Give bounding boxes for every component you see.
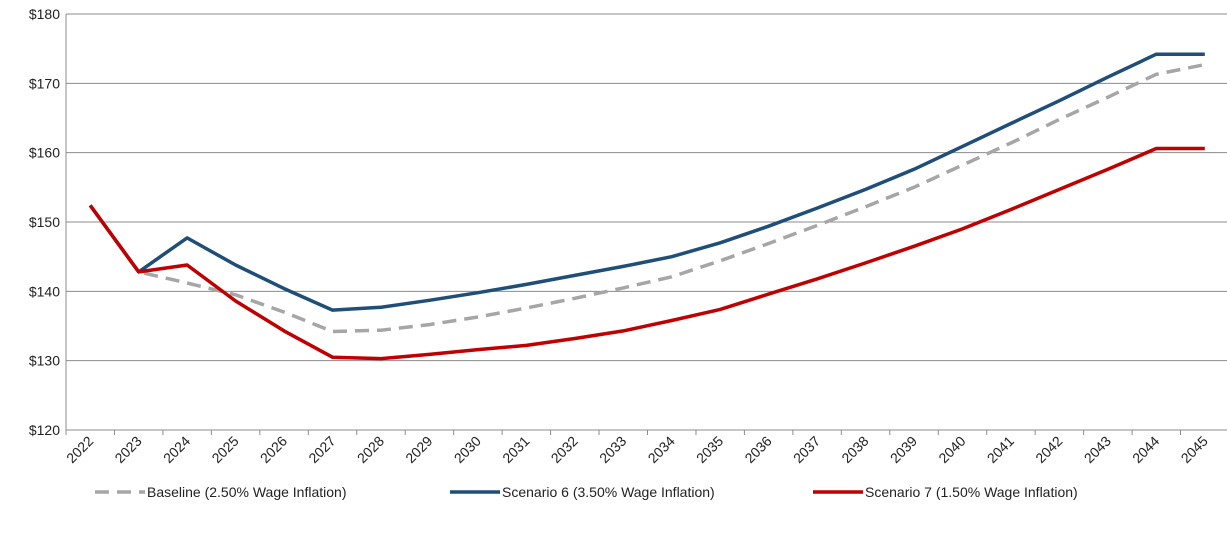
legend-label: Scenario 6 (3.50% Wage Inflation) xyxy=(502,484,715,500)
axes xyxy=(65,14,1227,435)
legend-label: Baseline (2.50% Wage Inflation) xyxy=(147,484,346,500)
x-tick-label: 2030 xyxy=(451,433,484,466)
y-tick-label: $120 xyxy=(29,422,60,438)
legend-label: Scenario 7 (1.50% Wage Inflation) xyxy=(865,484,1078,500)
series-line-3 xyxy=(88,146,1205,361)
x-tick-label: 2024 xyxy=(160,433,193,466)
x-tick-label: 2027 xyxy=(305,433,338,466)
y-tick-label: $150 xyxy=(29,214,60,230)
x-tick-label: 2028 xyxy=(354,433,387,466)
x-tick-label: 2041 xyxy=(984,433,1017,466)
x-tick-label: 2042 xyxy=(1032,433,1065,466)
y-tick-label: $180 xyxy=(29,6,60,22)
series-lines xyxy=(88,52,1206,361)
x-tick-label: 2037 xyxy=(790,433,823,466)
series-line-2 xyxy=(88,52,1205,312)
y-tick-label: $170 xyxy=(29,75,60,91)
gridlines xyxy=(66,13,1227,362)
x-tick-label: 2045 xyxy=(1178,433,1211,466)
x-tick-label: 2039 xyxy=(887,433,920,466)
x-axis-ticks: 2022 2023 2024 2025 2026 2027 2028 2029 2030 2031… xyxy=(63,433,1211,466)
x-tick-label: 2043 xyxy=(1081,433,1114,466)
x-tick-label: 2026 xyxy=(257,433,290,466)
x-tick-label: 2044 xyxy=(1129,433,1162,466)
x-tick-label: 2035 xyxy=(693,433,726,466)
x-tick-label: 2025 xyxy=(208,433,241,466)
x-tick-label: 2033 xyxy=(596,433,629,466)
x-tick-label: 2032 xyxy=(548,433,581,466)
y-tick-label: $140 xyxy=(29,283,60,299)
x-tick-label: 2034 xyxy=(645,433,678,466)
x-tick-label: 2029 xyxy=(402,433,435,466)
x-tick-label: 2022 xyxy=(63,433,96,466)
y-tick-label: $130 xyxy=(29,353,60,369)
x-tick-label: 2038 xyxy=(838,433,871,466)
x-tick-label: 2023 xyxy=(111,433,144,466)
x-tick-label: 2040 xyxy=(935,433,968,466)
x-tick-label: 2036 xyxy=(741,433,774,466)
y-axis-ticks: $120 $130 $140 $150 $160 $170 $180 xyxy=(29,6,60,438)
x-tick-label: 2031 xyxy=(499,433,532,466)
legend: Baseline (2.50% Wage Inflation) Scenario … xyxy=(95,484,1078,500)
y-tick-label: $160 xyxy=(29,145,60,161)
series-line-1 xyxy=(88,62,1206,334)
